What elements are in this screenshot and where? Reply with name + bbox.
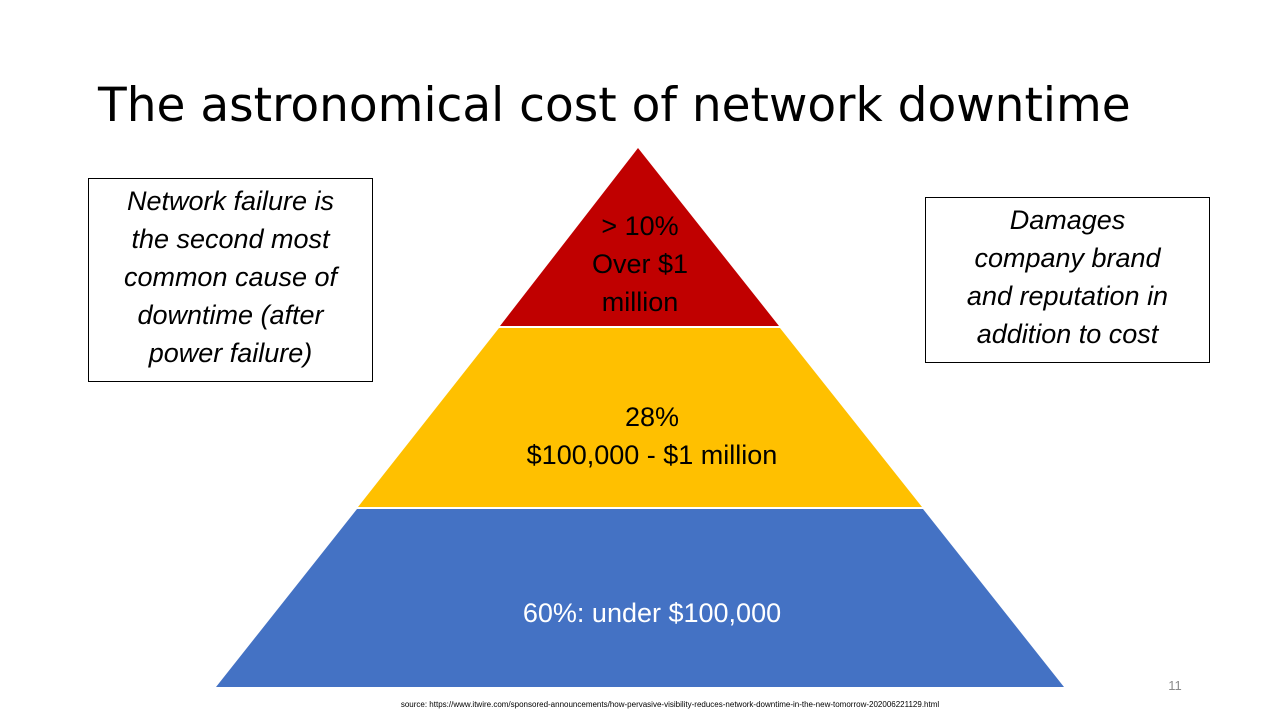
tier-top-label: > 10% Over $1 million <box>560 207 720 321</box>
callout-right-line-4: addition to cost <box>976 319 1159 349</box>
source-citation: source: https://www.itwire.com/sponsored… <box>400 700 940 709</box>
callout-right-line-1: Damages <box>1009 205 1126 235</box>
pyramid-tier-middle <box>358 328 922 507</box>
callout-brand-damage: Damages company brand and reputation in … <box>925 197 1210 363</box>
tier-middle-label: 28% $100,000 - $1 million <box>452 398 852 474</box>
tier-top-line-1: > 10% <box>601 211 679 241</box>
slide-number: 11 <box>1168 678 1182 693</box>
tier-middle-line-1: 28% <box>624 402 680 432</box>
callout-left-line-1: Network failure is <box>126 186 335 216</box>
tier-top-line-3: million <box>601 287 679 317</box>
callout-left-line-3: common cause of <box>123 262 338 292</box>
tier-bottom-line-1: 60%: under $100,000 <box>522 598 782 628</box>
callout-left-line-5: power failure) <box>148 338 313 368</box>
tier-middle-line-2: $100,000 - $1 million <box>526 440 778 470</box>
callout-left-line-4: downtime (after <box>137 300 324 330</box>
tier-bottom-label: 60%: under $100,000 <box>412 594 892 632</box>
callout-left-line-2: the second most <box>131 224 330 254</box>
tier-top-line-2: Over $1 <box>591 249 689 279</box>
pyramid-tier-top <box>500 148 779 326</box>
callout-network-failure: Network failure is the second most commo… <box>88 178 373 382</box>
callout-right-line-3: and reputation in <box>966 281 1169 311</box>
slide-title: The astronomical cost of network downtim… <box>98 78 1131 133</box>
pyramid-tier-bottom <box>216 509 1064 687</box>
callout-right-line-2: company brand <box>974 243 1161 273</box>
